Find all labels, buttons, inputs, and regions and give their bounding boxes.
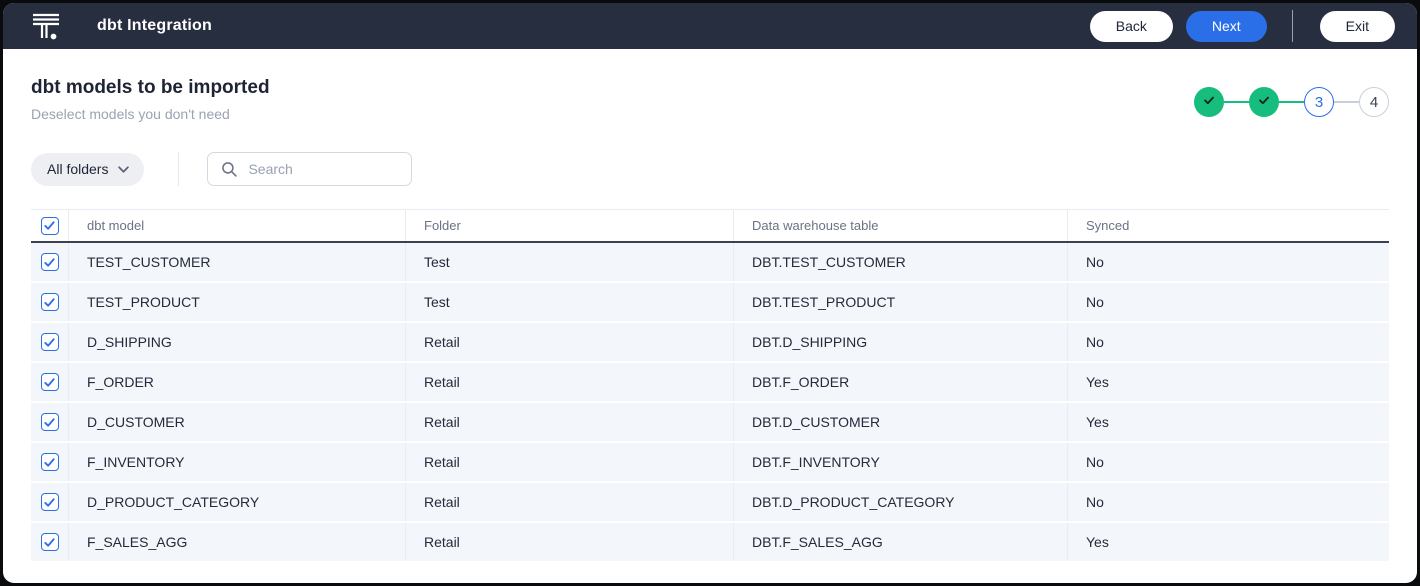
row-checkbox[interactable] bbox=[40, 333, 59, 351]
table-row: D_CUSTOMER Retail DBT.D_CUSTOMER Yes bbox=[31, 403, 1389, 443]
row-checkbox[interactable] bbox=[40, 373, 59, 391]
row-checkbox[interactable] bbox=[40, 493, 59, 511]
cell-model: F_INVENTORY bbox=[69, 443, 406, 481]
cell-model: F_SALES_AGG bbox=[69, 523, 406, 561]
table-row: D_SHIPPING Retail DBT.D_SHIPPING No bbox=[31, 323, 1389, 363]
app-window: dbt Integration Back Next Exit dbt model… bbox=[3, 3, 1417, 583]
cell-model: TEST_CUSTOMER bbox=[69, 243, 406, 281]
cell-folder: Retail bbox=[406, 483, 734, 521]
row-checkbox[interactable] bbox=[40, 453, 59, 471]
filter-bar: All folders bbox=[31, 152, 1389, 186]
column-header-synced: Synced bbox=[1086, 218, 1130, 233]
cell-folder: Retail bbox=[406, 403, 734, 441]
step-4-upcoming[interactable]: 4 bbox=[1359, 87, 1389, 117]
check-icon bbox=[1256, 92, 1272, 112]
row-checkbox[interactable] bbox=[40, 253, 59, 271]
app-title: dbt Integration bbox=[97, 17, 212, 34]
cell-synced: No bbox=[1086, 494, 1104, 510]
cell-synced: Yes bbox=[1086, 374, 1109, 390]
row-checkbox[interactable] bbox=[40, 413, 59, 431]
page-title: dbt models to be imported bbox=[31, 77, 270, 98]
step-connector bbox=[1224, 101, 1249, 103]
row-checkbox[interactable] bbox=[40, 293, 59, 311]
table-row: F_SALES_AGG Retail DBT.F_SALES_AGG Yes bbox=[31, 523, 1389, 563]
step-2-done[interactable] bbox=[1249, 87, 1279, 117]
next-button[interactable]: Next bbox=[1185, 10, 1267, 42]
cell-warehouse-table: DBT.F_ORDER bbox=[734, 363, 1068, 401]
check-icon bbox=[1201, 92, 1217, 112]
cell-warehouse-table: DBT.D_SHIPPING bbox=[734, 323, 1068, 361]
column-header-warehouse-table: Data warehouse table bbox=[734, 210, 1068, 241]
cell-folder: Retail bbox=[406, 443, 734, 481]
select-all-checkbox[interactable] bbox=[40, 216, 59, 235]
column-header-dbt-model: dbt model bbox=[69, 210, 406, 241]
folder-filter-dropdown[interactable]: All folders bbox=[31, 152, 145, 186]
step-connector bbox=[1334, 101, 1359, 103]
table-row: F_ORDER Retail DBT.F_ORDER Yes bbox=[31, 363, 1389, 403]
cell-warehouse-table: DBT.D_PRODUCT_CATEGORY bbox=[734, 483, 1068, 521]
cell-synced: No bbox=[1086, 294, 1104, 310]
cell-folder: Test bbox=[406, 283, 734, 321]
cell-warehouse-table: DBT.F_SALES_AGG bbox=[734, 523, 1068, 561]
row-checkbox[interactable] bbox=[40, 533, 59, 551]
page-subtitle: Deselect models you don't need bbox=[31, 106, 230, 122]
page-content: dbt models to be imported Deselect model… bbox=[3, 77, 1417, 563]
cell-model: D_CUSTOMER bbox=[69, 403, 406, 441]
cell-synced: No bbox=[1086, 334, 1104, 350]
models-table: dbt model Folder Data warehouse table Sy… bbox=[31, 209, 1389, 563]
cell-synced: Yes bbox=[1086, 414, 1109, 430]
table-row: TEST_CUSTOMER Test DBT.TEST_CUSTOMER No bbox=[31, 243, 1389, 283]
cell-warehouse-table: DBT.TEST_PRODUCT bbox=[734, 283, 1068, 321]
search-icon bbox=[221, 161, 238, 178]
table-row: D_PRODUCT_CATEGORY Retail DBT.D_PRODUCT_… bbox=[31, 483, 1389, 523]
cell-model: D_SHIPPING bbox=[69, 323, 406, 361]
page-header: dbt models to be imported Deselect model… bbox=[31, 77, 270, 122]
cell-folder: Retail bbox=[406, 363, 734, 401]
step-connector bbox=[1279, 101, 1304, 103]
table-header-row: dbt model Folder Data warehouse table Sy… bbox=[31, 210, 1389, 243]
exit-button[interactable]: Exit bbox=[1319, 10, 1395, 42]
folder-filter-label: All folders bbox=[47, 161, 109, 177]
cell-model: F_ORDER bbox=[69, 363, 406, 401]
appbar: dbt Integration Back Next Exit bbox=[3, 3, 1417, 49]
cell-warehouse-table: DBT.TEST_CUSTOMER bbox=[734, 243, 1068, 281]
cell-synced: No bbox=[1086, 454, 1104, 470]
filter-divider bbox=[178, 152, 180, 186]
step-1-done[interactable] bbox=[1194, 87, 1224, 117]
cell-folder: Test bbox=[406, 243, 734, 281]
cell-synced: Yes bbox=[1086, 534, 1109, 550]
step-3-active[interactable]: 3 bbox=[1304, 87, 1334, 117]
wizard-stepper: 3 4 bbox=[1194, 87, 1389, 117]
cell-folder: Retail bbox=[406, 523, 734, 561]
back-button[interactable]: Back bbox=[1089, 10, 1173, 42]
cell-warehouse-table: DBT.F_INVENTORY bbox=[734, 443, 1068, 481]
cell-model: TEST_PRODUCT bbox=[69, 283, 406, 321]
cell-warehouse-table: DBT.D_CUSTOMER bbox=[734, 403, 1068, 441]
chevron-down-icon bbox=[118, 165, 130, 173]
search-input[interactable] bbox=[248, 161, 402, 177]
column-header-folder: Folder bbox=[406, 210, 734, 241]
cell-folder: Retail bbox=[406, 323, 734, 361]
cell-model: D_PRODUCT_CATEGORY bbox=[69, 483, 406, 521]
table-row: F_INVENTORY Retail DBT.F_INVENTORY No bbox=[31, 443, 1389, 483]
search-box[interactable] bbox=[207, 152, 413, 186]
cell-synced: No bbox=[1086, 254, 1104, 270]
thoughtspot-logo-icon bbox=[31, 11, 61, 41]
appbar-divider bbox=[1291, 10, 1293, 42]
table-row: TEST_PRODUCT Test DBT.TEST_PRODUCT No bbox=[31, 283, 1389, 323]
